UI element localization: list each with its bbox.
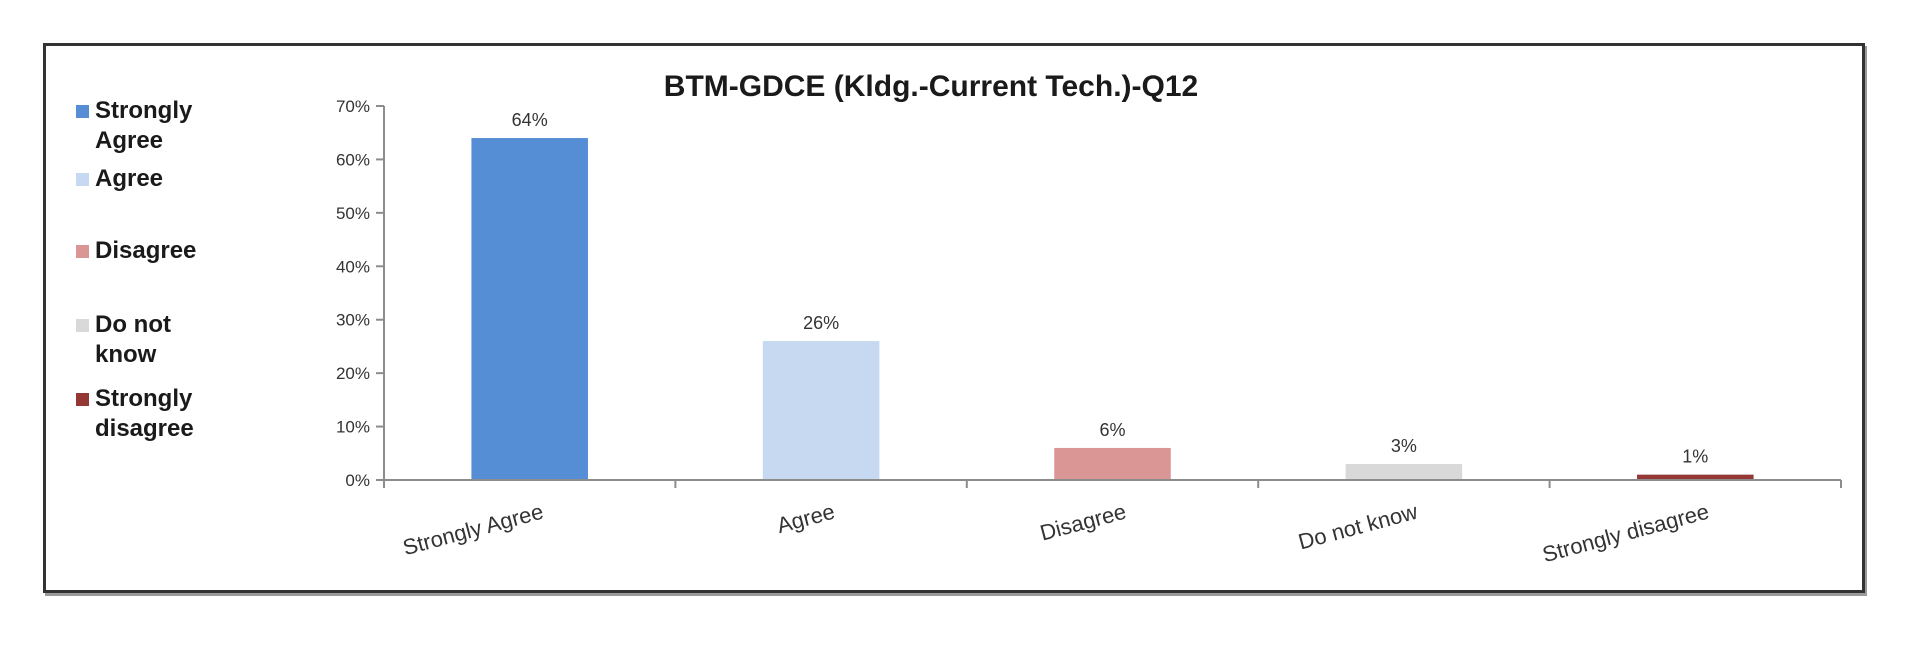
legend-label: know <box>95 341 157 368</box>
x-tick-label: Strongly Agree <box>400 499 546 560</box>
bar <box>471 138 588 481</box>
legend-swatch <box>76 105 89 118</box>
y-tick-label: 0% <box>345 471 370 490</box>
legend-label: Agree <box>95 165 163 192</box>
legend-label: Strongly <box>95 97 193 124</box>
x-tick-label: Do not know <box>1296 499 1421 555</box>
y-tick-label: 20% <box>336 364 370 383</box>
y-axis: 0% 10% 20% 30% 40% 50% 60% 70% <box>336 97 385 490</box>
y-tick-label: 50% <box>336 204 370 223</box>
data-label: 1% <box>1682 447 1708 467</box>
legend-label: disagree <box>95 415 194 442</box>
y-tick-label: 40% <box>336 257 370 276</box>
bars: 64% 26% 6% 3% 1% <box>471 110 1754 481</box>
y-tick-label: 70% <box>336 97 370 116</box>
bar <box>1054 447 1171 480</box>
legend-swatch <box>76 393 89 406</box>
x-tick-label: Agree <box>774 499 837 538</box>
data-label: 3% <box>1391 436 1417 456</box>
data-label: 64% <box>512 110 548 130</box>
legend-label: Do not <box>95 311 171 338</box>
legend-label: Disagree <box>95 237 196 264</box>
data-label: 6% <box>1099 420 1125 440</box>
chart-title: BTM-GDCE (Kldg.-Current Tech.)-Q12 <box>664 70 1198 103</box>
x-axis: Strongly Agree Agree Disagree Do not know St… <box>383 479 1842 567</box>
legend-label: Strongly <box>95 385 193 412</box>
chart-frame: BTM-GDCE (Kldg.-Current Tech.)-Q12 Stron… <box>43 43 1865 593</box>
bar <box>762 341 880 480</box>
data-label: 26% <box>803 313 839 333</box>
legend-label: Agree <box>95 127 163 154</box>
x-tick-label: Disagree <box>1037 499 1129 546</box>
bar <box>1637 474 1754 480</box>
legend-swatch <box>76 173 89 186</box>
x-tick-label: Strongly disagree <box>1540 499 1712 567</box>
legend-swatch <box>76 319 89 332</box>
legend-swatch <box>76 245 89 258</box>
bar <box>1345 463 1463 480</box>
y-tick-label: 10% <box>336 418 370 437</box>
legend: Strongly Agree Agree Disagree Do not know Str… <box>76 97 196 442</box>
y-tick-label: 60% <box>336 150 370 169</box>
y-tick-label: 30% <box>336 311 370 330</box>
chart-svg: BTM-GDCE (Kldg.-Current Tech.)-Q12 Stron… <box>76 70 1842 567</box>
